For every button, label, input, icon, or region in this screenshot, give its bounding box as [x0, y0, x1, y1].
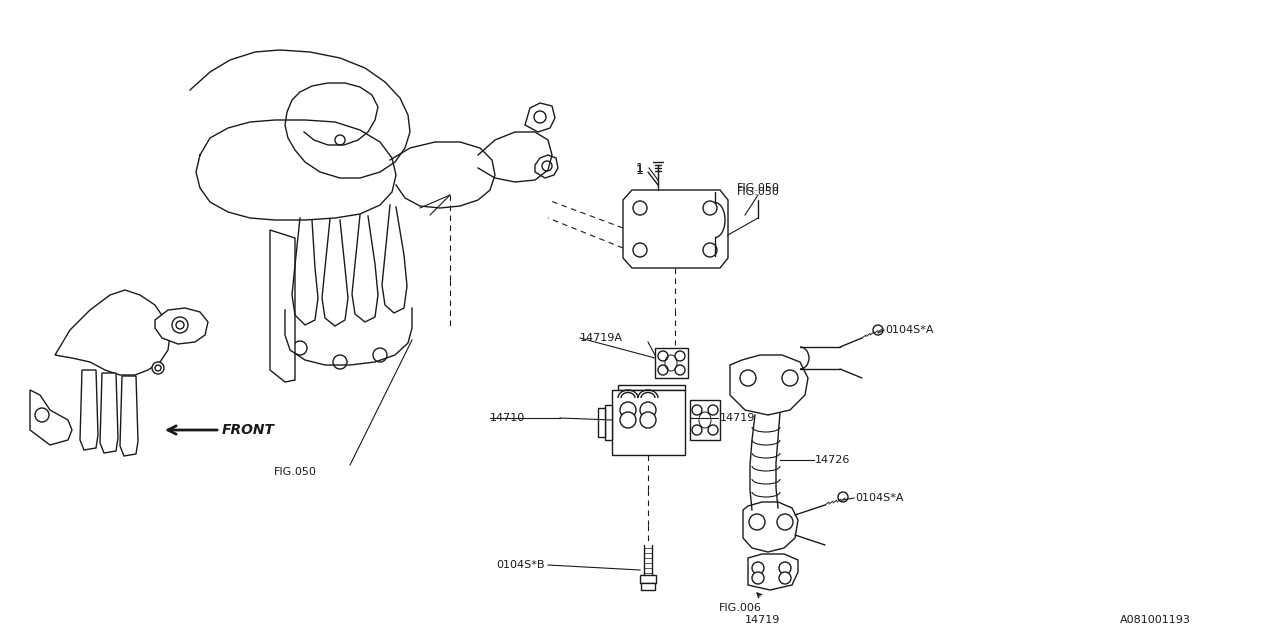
Text: FIG.050: FIG.050: [274, 467, 316, 477]
Circle shape: [703, 243, 717, 257]
Circle shape: [708, 425, 718, 435]
Circle shape: [692, 425, 701, 435]
Polygon shape: [655, 348, 689, 378]
Text: 14719: 14719: [719, 413, 755, 423]
Circle shape: [372, 348, 387, 362]
Circle shape: [177, 321, 184, 329]
Circle shape: [534, 111, 547, 123]
Circle shape: [708, 405, 718, 415]
Text: FIG.006: FIG.006: [718, 603, 762, 613]
Text: 14719A: 14719A: [580, 333, 623, 343]
Circle shape: [333, 355, 347, 369]
Text: 1: 1: [636, 161, 644, 175]
Polygon shape: [641, 583, 655, 590]
Text: 0104S*A: 0104S*A: [855, 493, 904, 503]
Circle shape: [620, 402, 636, 418]
Polygon shape: [618, 385, 685, 390]
Circle shape: [293, 341, 307, 355]
Circle shape: [873, 325, 883, 335]
Text: 0104S*A: 0104S*A: [884, 325, 933, 335]
Circle shape: [172, 317, 188, 333]
Polygon shape: [535, 155, 558, 178]
Circle shape: [780, 572, 791, 584]
Circle shape: [620, 412, 636, 428]
Circle shape: [777, 514, 794, 530]
Polygon shape: [120, 376, 138, 456]
Text: FIG.050: FIG.050: [736, 187, 780, 197]
Circle shape: [335, 135, 346, 145]
Circle shape: [152, 362, 164, 374]
Text: FRONT: FRONT: [221, 423, 275, 437]
Text: 14719: 14719: [745, 615, 781, 625]
Text: 14726: 14726: [815, 455, 850, 465]
Polygon shape: [730, 355, 808, 415]
Circle shape: [703, 201, 717, 215]
Text: 1: 1: [636, 163, 644, 177]
Polygon shape: [690, 400, 719, 440]
Polygon shape: [640, 575, 657, 583]
Text: FIG.050: FIG.050: [736, 183, 780, 193]
Polygon shape: [29, 390, 72, 445]
Circle shape: [838, 492, 849, 502]
Polygon shape: [100, 373, 118, 453]
Circle shape: [753, 562, 764, 574]
Circle shape: [35, 408, 49, 422]
Circle shape: [749, 514, 765, 530]
Polygon shape: [55, 290, 170, 375]
Polygon shape: [79, 370, 99, 450]
Circle shape: [634, 243, 646, 257]
Circle shape: [675, 351, 685, 361]
Polygon shape: [598, 408, 605, 437]
Text: 0104S*B: 0104S*B: [497, 560, 545, 570]
Polygon shape: [605, 405, 612, 440]
Polygon shape: [155, 308, 207, 344]
Text: 14710: 14710: [490, 413, 525, 423]
Circle shape: [753, 572, 764, 584]
Polygon shape: [270, 230, 294, 382]
Circle shape: [780, 562, 791, 574]
Polygon shape: [623, 190, 728, 268]
Text: A081001193: A081001193: [1120, 615, 1190, 625]
Circle shape: [634, 201, 646, 215]
Circle shape: [658, 351, 668, 361]
Polygon shape: [525, 103, 556, 132]
Polygon shape: [612, 390, 685, 455]
Circle shape: [782, 370, 797, 386]
Circle shape: [658, 365, 668, 375]
Circle shape: [692, 405, 701, 415]
Circle shape: [541, 161, 552, 171]
Circle shape: [740, 370, 756, 386]
Circle shape: [640, 412, 657, 428]
Circle shape: [155, 365, 161, 371]
Circle shape: [640, 402, 657, 418]
Circle shape: [675, 365, 685, 375]
Polygon shape: [742, 502, 797, 552]
Polygon shape: [748, 554, 797, 590]
